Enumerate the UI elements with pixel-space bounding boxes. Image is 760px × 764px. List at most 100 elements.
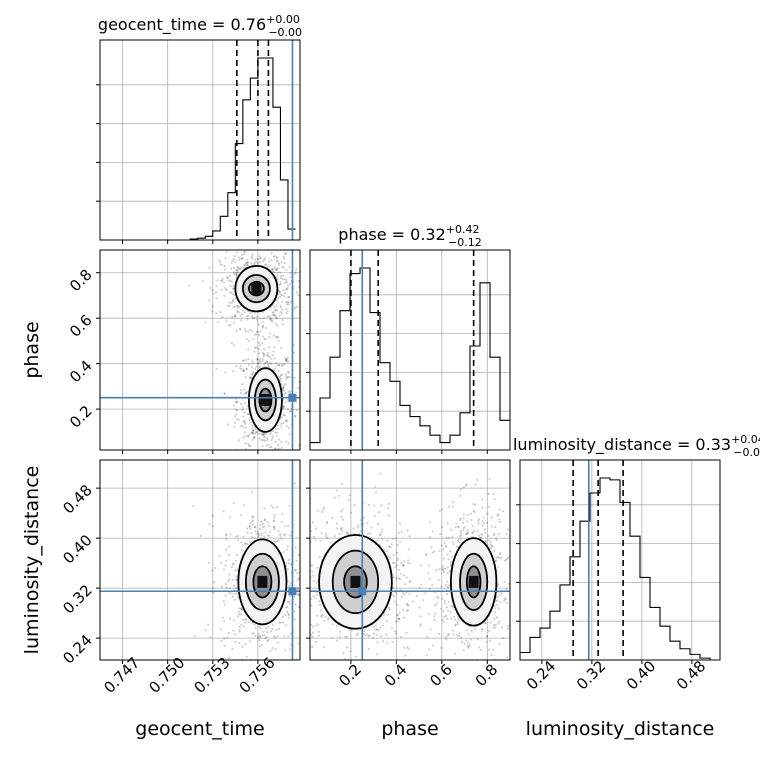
sample-point — [323, 646, 326, 649]
sample-point — [428, 536, 432, 539]
sample-point — [461, 640, 464, 643]
sample-point — [457, 539, 460, 543]
sample-point — [223, 294, 226, 297]
sample-point — [279, 295, 282, 299]
sample-point — [228, 304, 231, 307]
sample-point — [450, 555, 453, 558]
sample-point — [261, 526, 264, 529]
sample-point — [280, 260, 283, 264]
sample-point — [505, 533, 508, 536]
sample-point — [270, 504, 273, 507]
sample-point — [496, 565, 500, 569]
sample-point — [466, 533, 469, 536]
sample-point — [235, 304, 239, 307]
sample-point — [271, 437, 274, 440]
sample-point — [343, 635, 347, 638]
sample-point — [272, 350, 275, 353]
sample-point — [274, 268, 277, 271]
sample-point — [253, 530, 257, 533]
sample-point — [276, 364, 279, 367]
sample-point — [407, 609, 410, 612]
sample-point — [259, 260, 262, 264]
sample-point — [276, 308, 279, 312]
sample-point — [285, 561, 288, 565]
sample-point — [273, 266, 276, 269]
sample-point — [374, 628, 378, 631]
sample-point — [286, 310, 289, 313]
sample-point — [282, 406, 285, 410]
sample-point — [274, 636, 277, 639]
density-layer — [192, 482, 306, 660]
sample-point — [253, 525, 256, 529]
sample-point — [487, 492, 490, 496]
sample-point — [345, 635, 349, 638]
sample-point — [477, 517, 480, 521]
sample-point — [313, 674, 315, 676]
sample-point — [339, 510, 343, 513]
sample-point — [449, 611, 452, 614]
sample-point — [485, 640, 488, 643]
sample-point — [284, 649, 287, 652]
sample-point — [208, 266, 211, 269]
sample-point — [511, 603, 513, 605]
sample-point — [282, 413, 285, 417]
sample-point — [277, 443, 280, 447]
sample-point — [301, 589, 303, 591]
sample-point — [278, 261, 281, 265]
sample-point — [484, 622, 487, 625]
sample-point — [403, 593, 406, 596]
sample-point — [492, 623, 495, 627]
sample-point — [230, 280, 234, 283]
sample-point — [459, 531, 463, 535]
sample-point — [441, 597, 444, 600]
sample-point — [313, 596, 317, 599]
title-upper-error: +0.04 — [731, 433, 760, 446]
sample-point — [209, 636, 212, 639]
sample-point — [251, 424, 255, 427]
sample-point — [231, 298, 234, 302]
sample-point — [262, 476, 264, 478]
sample-point — [275, 434, 278, 437]
sample-point — [247, 237, 249, 239]
sample-point — [236, 569, 239, 572]
sample-point — [275, 361, 278, 365]
x-tick-label-phase: 0.2 — [335, 660, 365, 690]
sample-point — [251, 253, 254, 256]
sample-point — [476, 478, 479, 482]
sample-point — [261, 532, 264, 535]
sample-point — [448, 505, 451, 508]
sample-point — [293, 610, 296, 613]
sample-point — [230, 566, 234, 569]
sample-point — [364, 634, 367, 637]
sample-point — [428, 577, 431, 580]
sample-point — [230, 261, 233, 264]
sample-point — [275, 276, 278, 279]
sample-point — [250, 491, 254, 494]
sample-point — [396, 557, 399, 560]
title-lower-error: −0.04 — [733, 446, 760, 459]
sample-point — [459, 529, 463, 532]
sample-point — [335, 639, 339, 642]
sample-point — [453, 624, 457, 627]
sample-point — [491, 648, 495, 651]
sample-point — [304, 620, 306, 622]
sample-point — [385, 550, 388, 553]
sample-point — [469, 512, 472, 515]
sample-point — [462, 486, 465, 489]
sample-point — [439, 607, 442, 611]
sample-point — [232, 266, 236, 269]
sample-point — [253, 316, 256, 319]
sample-point — [222, 619, 226, 623]
sample-point — [234, 569, 237, 572]
sample-point — [522, 693, 524, 695]
sample-point — [269, 432, 272, 435]
sample-point — [341, 518, 344, 521]
sample-point — [264, 263, 267, 266]
sample-point — [238, 607, 241, 610]
sample-point — [464, 484, 468, 487]
sample-point — [254, 634, 257, 638]
sample-point — [296, 550, 298, 552]
sample-point — [255, 331, 258, 334]
sample-point — [294, 603, 297, 606]
sample-point — [282, 266, 285, 269]
